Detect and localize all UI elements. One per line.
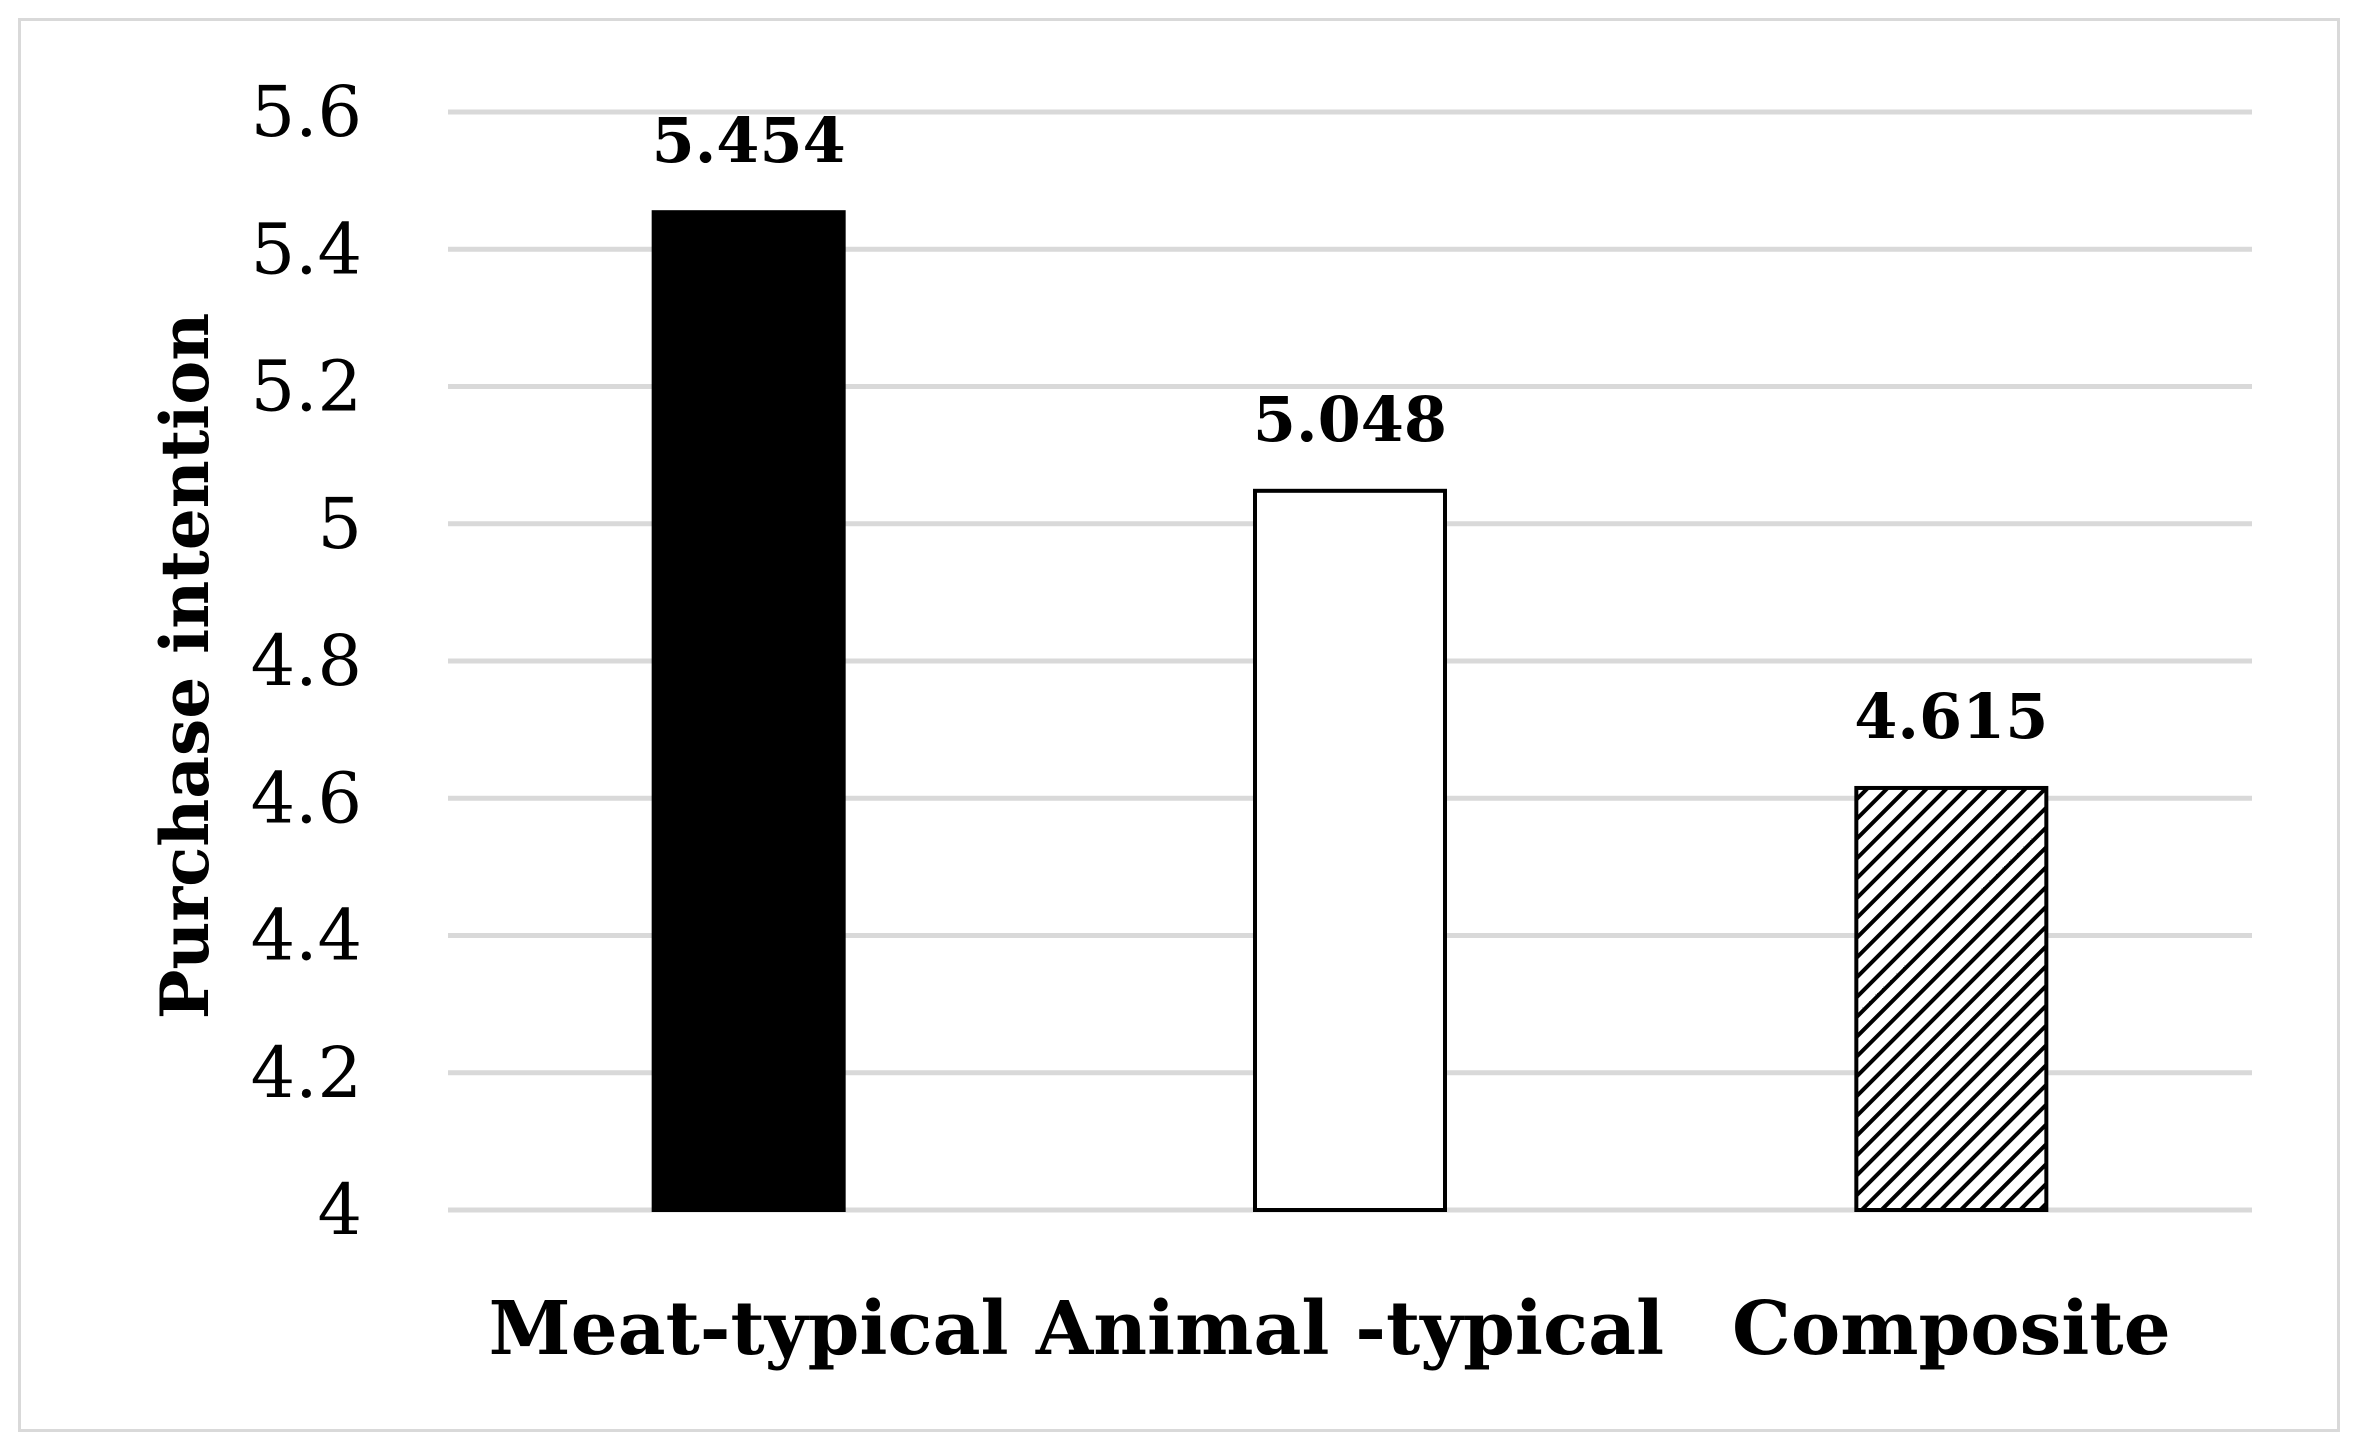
bar (1253, 488, 1447, 1212)
data-label: 5.048 (1253, 383, 1447, 456)
y-tick-label: 5.4 (251, 208, 362, 290)
y-tick-label: 4 (317, 1169, 362, 1251)
y-tick-label: 5.6 (251, 71, 362, 153)
data-label: 4.615 (1854, 680, 2048, 753)
y-tick-label: 5.2 (251, 346, 362, 428)
data-label: 5.454 (652, 104, 846, 177)
y-tick-label: 4.4 (251, 895, 362, 977)
y-tick-label: 4.6 (251, 757, 362, 839)
bar (1854, 785, 2049, 1212)
category-labels: Meat-typical Animal -typical Composite (489, 1286, 2171, 1372)
category-label: Composite (1732, 1286, 2171, 1372)
y-axis-title: Purchase intention (146, 313, 224, 1020)
data-labels: 5.454 5.048 4.615 (652, 104, 2049, 753)
category-label: Animal -typical (1035, 1286, 1664, 1372)
category-label: Meat-typical (489, 1286, 1009, 1372)
y-tick-label: 5 (317, 483, 362, 565)
bar (651, 210, 846, 1212)
y-axis-ticks: 4 4.2 4.4 4.6 4.8 5 5.2 5.4 5.6 (251, 71, 362, 1251)
bars (651, 210, 2049, 1212)
y-tick-label: 4.8 (251, 620, 362, 702)
y-tick-label: 4.2 (251, 1032, 362, 1114)
